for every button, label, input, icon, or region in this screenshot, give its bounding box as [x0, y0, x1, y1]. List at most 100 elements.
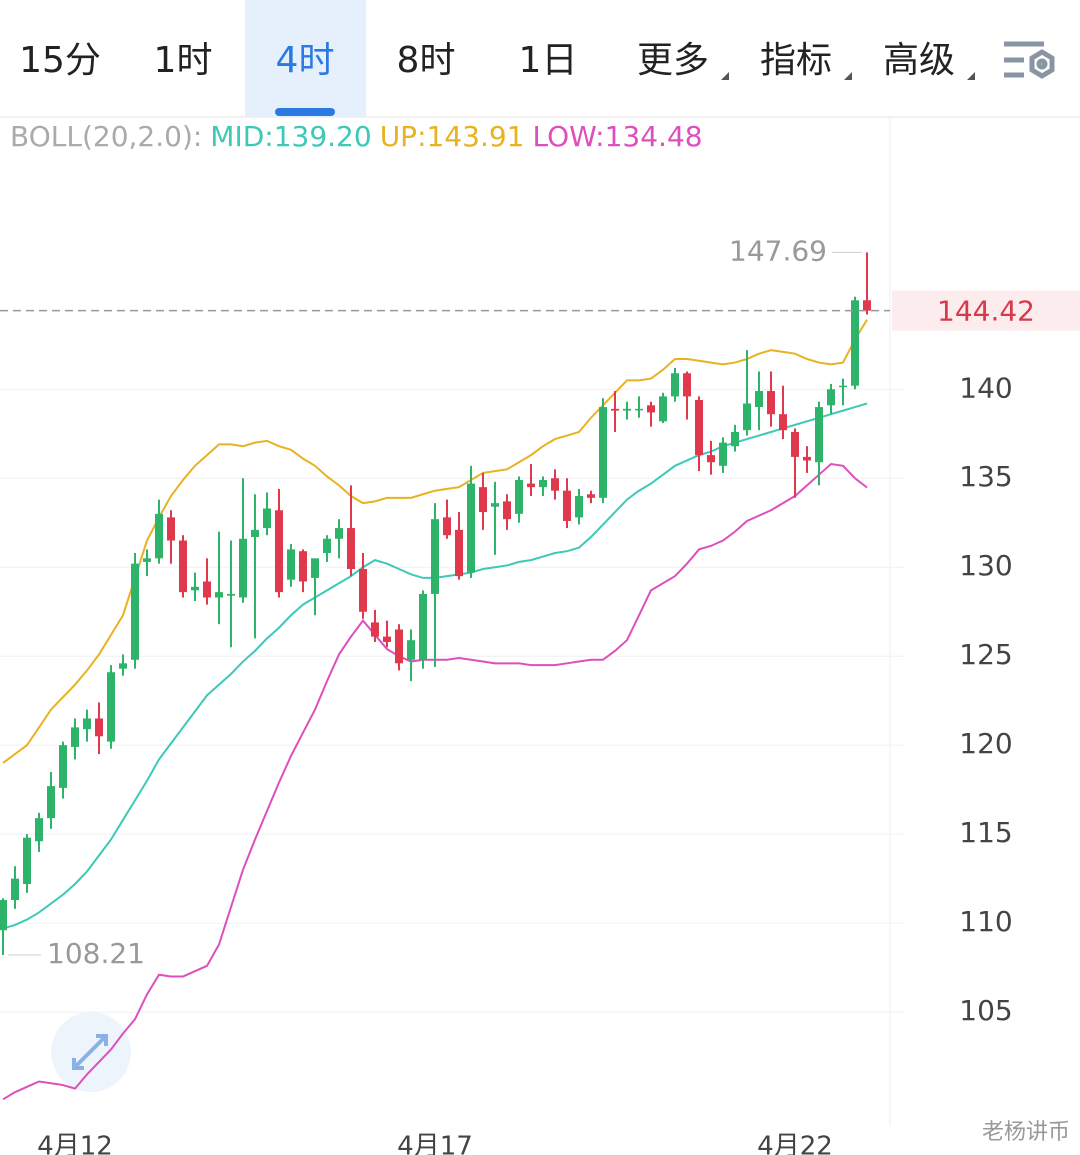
- last-price-bg: [892, 290, 1080, 331]
- candle-body: [575, 496, 583, 518]
- candle-body: [443, 517, 451, 536]
- candle-body: [203, 581, 211, 598]
- candle-body: [143, 558, 151, 562]
- candle-body: [587, 494, 595, 498]
- y-tick-label: 125: [959, 638, 1012, 671]
- expand-button[interactable]: [51, 1012, 131, 1092]
- candle-body: [287, 549, 295, 580]
- candle-body: [503, 501, 511, 520]
- indicator-label: UP:143.91: [380, 120, 525, 153]
- candle-body: [827, 389, 835, 406]
- candle-body: [491, 503, 499, 507]
- candle-body: [791, 431, 799, 457]
- candle-body: [431, 519, 439, 594]
- settings-icon[interactable]: [1004, 41, 1055, 79]
- watermark: 老杨讲币: [982, 1120, 1070, 1145]
- candle-body: [155, 513, 163, 559]
- candle-body: [107, 672, 115, 742]
- candle-body: [515, 480, 523, 514]
- max-label: 147.69: [729, 234, 827, 267]
- candle-body: [395, 629, 403, 664]
- candle-body: [731, 431, 739, 447]
- tab[interactable]: 8时: [397, 40, 456, 81]
- indicator-label: MID:139.20: [210, 120, 371, 153]
- candle-body: [767, 391, 775, 415]
- candle-body: [623, 408, 631, 411]
- candle-body: [419, 593, 427, 660]
- candle-body: [167, 517, 175, 541]
- tab[interactable]: 1日: [519, 40, 578, 81]
- y-tick-label: 120: [959, 727, 1012, 760]
- candle-body: [659, 396, 667, 422]
- tab[interactable]: 更多: [637, 40, 709, 81]
- x-tick-label: 4月22: [757, 1132, 833, 1155]
- candle-body: [323, 538, 331, 553]
- active-tab-bg: [245, 0, 366, 117]
- candle-body: [815, 407, 823, 463]
- candle-body: [251, 529, 259, 537]
- candle-body: [695, 399, 703, 456]
- candle-body: [335, 528, 343, 539]
- candle-body: [59, 745, 67, 788]
- candle-body: [179, 540, 187, 593]
- candle-body: [719, 442, 727, 466]
- candle-body: [563, 490, 571, 521]
- candle-body: [467, 483, 475, 573]
- candle-body: [215, 592, 223, 598]
- candle-body: [803, 456, 811, 461]
- candle-body: [635, 408, 643, 411]
- candle-body: [131, 563, 139, 660]
- tab[interactable]: 15分: [19, 40, 101, 81]
- candle-body: [263, 508, 271, 529]
- candle-body: [671, 373, 679, 397]
- min-label: 108.21: [47, 937, 145, 970]
- dropdown-caret: [967, 72, 975, 80]
- candle-body: [0, 899, 7, 931]
- active-tab-indicator: [275, 108, 335, 116]
- candle-body: [683, 373, 691, 397]
- candle-body: [275, 510, 283, 593]
- candle-body: [311, 558, 319, 578]
- x-tick-label: 4月17: [397, 1132, 473, 1155]
- candle-body: [383, 636, 391, 642]
- tab[interactable]: 1时: [154, 40, 213, 81]
- y-tick-label: 105: [959, 994, 1012, 1027]
- candle-body: [779, 414, 787, 431]
- candle-body: [707, 455, 715, 463]
- candle-body: [839, 385, 847, 388]
- candle-body: [239, 538, 247, 598]
- candle-body: [551, 478, 559, 491]
- tab[interactable]: 指标: [760, 40, 832, 81]
- candle-body: [455, 529, 463, 577]
- candle-body: [191, 586, 199, 591]
- dropdown-caret: [844, 72, 852, 80]
- indicator-label: BOLL(20,2.0):: [10, 120, 202, 153]
- candle-body: [755, 391, 763, 408]
- last-price-label: 144.42: [937, 295, 1035, 328]
- y-tick-label: 140: [959, 371, 1012, 404]
- candle-body: [23, 837, 31, 884]
- candle-body: [611, 408, 619, 411]
- y-tick-label: 130: [959, 549, 1012, 582]
- candle-body: [11, 878, 19, 900]
- candle-body: [47, 786, 55, 819]
- x-tick-label: 4月12: [37, 1132, 113, 1155]
- candle-body: [647, 405, 655, 413]
- candle-body: [71, 727, 79, 747]
- indicator-label: LOW:134.48: [532, 120, 702, 153]
- tab[interactable]: 4时: [276, 40, 335, 81]
- y-tick-label: 115: [959, 816, 1012, 849]
- candle-body: [95, 718, 103, 737]
- candle-body: [83, 718, 91, 730]
- tab[interactable]: 高级: [883, 40, 955, 81]
- candle-body: [527, 483, 535, 488]
- candle-body: [359, 569, 367, 612]
- candle-body: [599, 407, 607, 498]
- candle-body: [851, 300, 859, 386]
- candle-body: [35, 818, 43, 842]
- y-tick-label: 135: [959, 460, 1012, 493]
- candle-body: [539, 480, 547, 488]
- band-line: [2, 319, 868, 764]
